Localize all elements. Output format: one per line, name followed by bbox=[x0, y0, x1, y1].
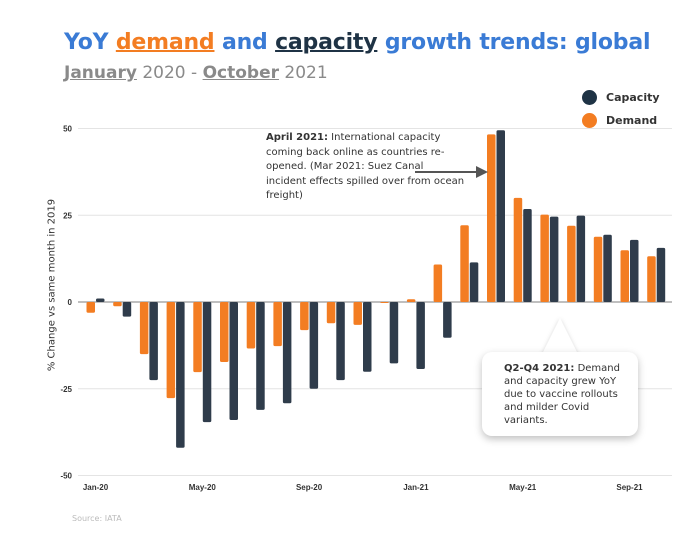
bar-demand-sep-20 bbox=[300, 302, 309, 331]
bar-demand-nov-20 bbox=[353, 302, 362, 325]
bar-demand-aug-20 bbox=[273, 302, 282, 347]
bar-demand-apr-20 bbox=[166, 302, 176, 399]
subtitle-start-year: 2020 - bbox=[136, 63, 203, 83]
bar-demand-oct-20 bbox=[326, 302, 336, 324]
legend-label-demand: Demand bbox=[606, 114, 658, 127]
subtitle-end-year: 2021 bbox=[278, 63, 328, 83]
bar-demand-jan-21 bbox=[406, 299, 416, 302]
title-mid: and bbox=[214, 30, 276, 55]
title-suffix: growth trends: global bbox=[377, 30, 651, 55]
y-tick-label: 25 bbox=[63, 211, 72, 220]
bar-capacity-jan-21 bbox=[416, 302, 425, 369]
bar-capacity-jan-20 bbox=[96, 298, 105, 302]
bar-demand-jun-20 bbox=[220, 302, 229, 362]
y-tick-label: -50 bbox=[60, 472, 72, 481]
annotation-april-2021: April 2021: International capacity comin… bbox=[266, 131, 466, 204]
chart-subtitle: January 2020 - October 2021 bbox=[64, 63, 328, 83]
bar-demand-jul-20 bbox=[246, 302, 256, 349]
bar-demand-mar-21 bbox=[460, 225, 469, 302]
chart-title: YoY demand and capacity growth trends: g… bbox=[64, 30, 651, 55]
bar-capacity-oct-21 bbox=[656, 247, 666, 302]
bar-capacity-may-20 bbox=[202, 302, 212, 423]
bar-demand-may-21 bbox=[513, 197, 523, 302]
bar-capacity-feb-21 bbox=[443, 302, 452, 338]
annotation-q2q4-bold: Q2-Q4 2021: bbox=[504, 363, 575, 374]
x-tick-label: Jan-21 bbox=[403, 483, 429, 492]
y-tick-label: 50 bbox=[63, 125, 72, 134]
x-tick-labels: Jan-20 May-20 Sep-20 Jan-21 May-21 Sep-21 bbox=[83, 483, 643, 492]
bar-capacity-feb-20 bbox=[122, 302, 132, 317]
bar-capacity-aug-21 bbox=[603, 234, 612, 302]
title-capacity: capacity bbox=[275, 30, 378, 55]
bar-capacity-oct-20 bbox=[336, 302, 345, 381]
bar-demand-jul-21 bbox=[567, 225, 576, 302]
annotation-q2q4-text: Demand and capacity grew YoY due to vacc… bbox=[504, 363, 620, 426]
bar-capacity-apr-20 bbox=[176, 302, 185, 448]
demand-swatch-icon bbox=[582, 113, 597, 128]
bar-capacity-jun-21 bbox=[549, 216, 559, 302]
capacity-swatch-icon bbox=[582, 90, 597, 105]
source-note: Source: IATA bbox=[72, 514, 122, 523]
annotation-april-text: International capacity coming back onlin… bbox=[266, 132, 465, 201]
x-tick-label: Sep-20 bbox=[296, 483, 323, 492]
title-demand: demand bbox=[115, 30, 215, 55]
bar-demand-dec-20 bbox=[380, 302, 389, 303]
bar-demand-aug-21 bbox=[593, 236, 603, 302]
bar-demand-may-20 bbox=[193, 302, 202, 373]
bar-capacity-mar-20 bbox=[149, 302, 158, 381]
annotation-q2-q4-2021: Q2-Q4 2021: Demand and capacity grew YoY… bbox=[482, 352, 638, 436]
x-tick-label: Sep-21 bbox=[616, 483, 643, 492]
arrow-head-icon bbox=[476, 166, 488, 178]
bar-demand-jun-21 bbox=[540, 214, 549, 302]
bar-demand-feb-21 bbox=[433, 264, 443, 302]
bar-demand-apr-21 bbox=[487, 134, 496, 302]
legend-label-capacity: Capacity bbox=[606, 91, 660, 104]
legend-item-demand: Demand bbox=[582, 109, 660, 132]
bar-capacity-jul-21 bbox=[576, 215, 586, 302]
y-tick-labels: 50 25 0 -25 -50 bbox=[60, 125, 72, 481]
y-tick-label: 0 bbox=[68, 298, 73, 307]
bar-capacity-sep-21 bbox=[630, 239, 639, 302]
title-prefix: YoY bbox=[64, 30, 116, 55]
x-tick-label: Jan-20 bbox=[83, 483, 109, 492]
bar-demand-mar-20 bbox=[139, 302, 149, 355]
bar-capacity-aug-20 bbox=[282, 302, 292, 404]
x-tick-label: May-20 bbox=[189, 483, 217, 492]
bar-capacity-mar-21 bbox=[469, 262, 479, 302]
legend-item-capacity: Capacity bbox=[582, 86, 660, 109]
x-tick-label: May-21 bbox=[509, 483, 537, 492]
subtitle-start-month: January bbox=[64, 63, 137, 83]
bar-demand-oct-21 bbox=[647, 256, 656, 302]
bar-demand-feb-20 bbox=[113, 302, 122, 307]
bar-capacity-apr-21 bbox=[496, 130, 505, 302]
bar-demand-sep-21 bbox=[620, 250, 629, 302]
y-tick-label: -25 bbox=[60, 385, 72, 394]
legend: Capacity Demand bbox=[582, 86, 660, 132]
bar-capacity-may-21 bbox=[523, 209, 532, 302]
subtitle-end-month: October bbox=[202, 63, 279, 83]
bar-demand-jan-20 bbox=[86, 302, 95, 313]
bar-capacity-nov-20 bbox=[363, 302, 372, 372]
bar-capacity-dec-20 bbox=[389, 302, 399, 364]
bar-capacity-jun-20 bbox=[229, 302, 238, 420]
bar-capacity-jul-20 bbox=[256, 302, 265, 410]
bar-capacity-sep-20 bbox=[309, 302, 319, 389]
bars bbox=[86, 130, 666, 448]
annotation-april-bold: April 2021: bbox=[266, 132, 328, 143]
